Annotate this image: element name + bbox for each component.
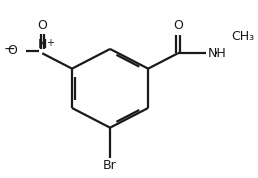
Text: CH₃: CH₃ (231, 30, 255, 43)
Text: Br: Br (103, 159, 117, 172)
Text: −: − (4, 42, 15, 56)
Text: NH: NH (207, 47, 226, 60)
Text: O: O (37, 19, 47, 32)
Text: O: O (173, 19, 183, 32)
Text: +: + (46, 38, 54, 48)
Text: N: N (38, 38, 47, 51)
Text: O: O (7, 44, 17, 57)
